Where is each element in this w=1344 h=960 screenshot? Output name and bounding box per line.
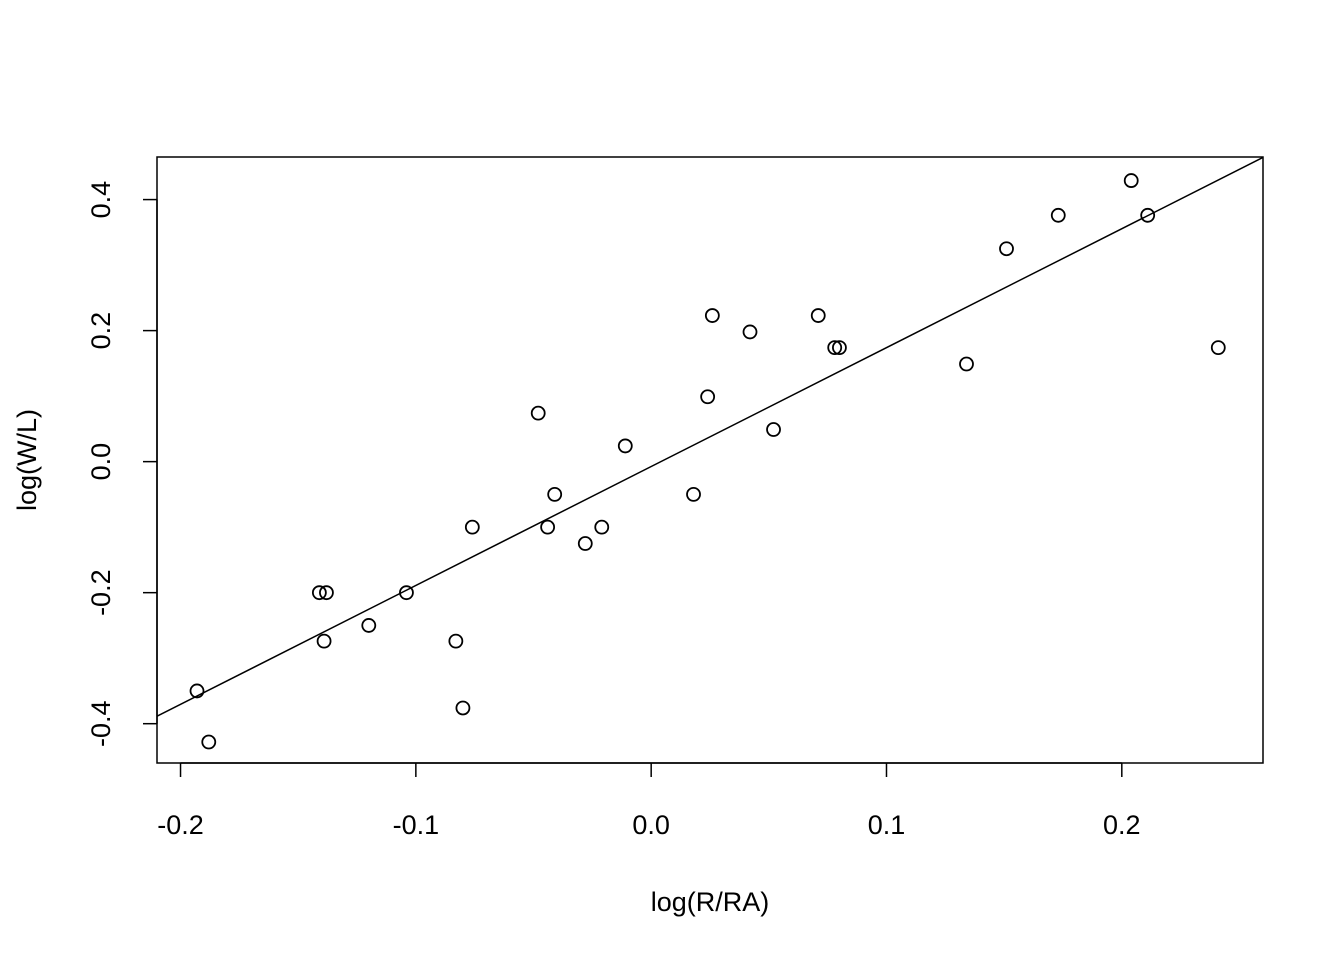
data-point [577, 536, 593, 551]
data-point [319, 585, 334, 601]
data-point [361, 618, 377, 633]
data-point [1210, 340, 1226, 356]
regression-line-layer [157, 157, 1263, 717]
regression-line [157, 157, 1263, 717]
data-point [1140, 207, 1156, 223]
x-tick-label: -0.1 [393, 810, 440, 840]
x-axis-label: log(R/RA) [651, 887, 770, 917]
data-point [700, 389, 716, 405]
data-point [540, 519, 556, 535]
data-point [594, 519, 610, 535]
data-point [686, 486, 701, 502]
data-point [832, 340, 847, 356]
x-tick-label: -0.2 [157, 810, 204, 840]
data-point [999, 241, 1014, 257]
data-point [810, 308, 826, 323]
data-point [1050, 207, 1066, 223]
data-point [617, 438, 633, 454]
data-point [464, 519, 480, 535]
y-tick-label: 0.2 [86, 312, 116, 350]
x-axis: -0.2 -0.1 0.0 0.1 0.2 [157, 762, 1141, 840]
data-point [311, 585, 327, 601]
data-point [547, 486, 563, 502]
data-point [399, 585, 414, 601]
y-tick-label: 0.0 [86, 443, 116, 481]
y-tick-label: -0.2 [86, 569, 116, 616]
y-tick-label: -0.4 [86, 700, 116, 747]
plot-frame [156, 156, 1264, 764]
x-tick-label: 0.0 [632, 810, 670, 840]
data-point [827, 340, 843, 356]
x-tick-label: 0.1 [868, 810, 906, 840]
data-point [448, 633, 464, 649]
data-point [455, 700, 471, 716]
data-point [704, 308, 720, 323]
data-point [189, 683, 205, 699]
data-point [742, 324, 758, 340]
y-axis-label: log(W/L) [12, 409, 42, 511]
data-point [766, 422, 781, 437]
points-layer [189, 173, 1226, 750]
data-point [316, 633, 332, 649]
data-point [201, 734, 217, 750]
data-point [1123, 173, 1139, 188]
y-axis: -0.4 -0.2 0.0 0.2 0.4 [86, 181, 158, 747]
data-point [959, 356, 974, 372]
x-tick-label: 0.2 [1103, 810, 1141, 840]
y-tick-label: 0.4 [86, 181, 116, 219]
data-point [530, 405, 546, 421]
